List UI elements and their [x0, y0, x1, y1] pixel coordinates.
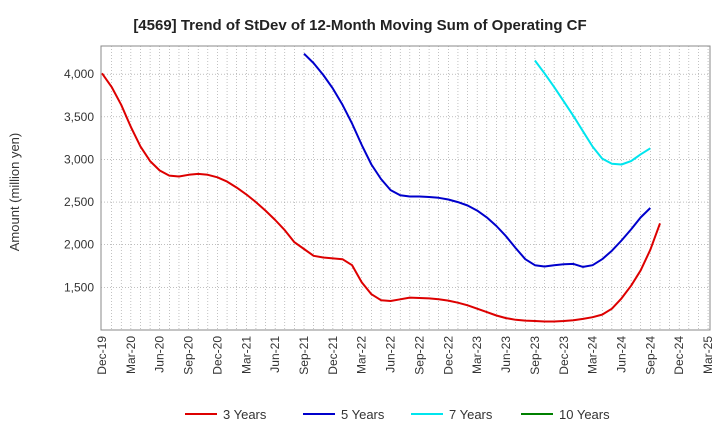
- x-axis-ticks: Dec-19 Mar-20 Jun-20 Sep-20 Dec-20 Mar-21 Jun-…: [95, 336, 715, 375]
- x-tick-label: Dec-23: [557, 336, 571, 375]
- x-tick-label: Dec-19: [95, 336, 109, 375]
- x-tick-label: Mar-22: [355, 336, 369, 374]
- chart-title: [4569] Trend of StDev of 12-Month Moving…: [133, 17, 586, 34]
- y-tick-label: 3,500: [64, 110, 94, 124]
- y-axis-ticks: 1,500 2,000 2,500 3,000 3,500 4,000: [64, 67, 94, 294]
- x-tick-label: Sep-24: [643, 336, 657, 375]
- y-tick-label: 3,000: [64, 152, 94, 166]
- y-axis-label: Amount (million yen): [7, 133, 22, 252]
- series-line-5-years: [303, 52, 651, 268]
- y-tick-label: 2,500: [64, 195, 94, 209]
- x-tick-label: Dec-22: [441, 336, 455, 375]
- x-tick-label: Sep-20: [182, 336, 196, 375]
- x-tick-label: Dec-24: [672, 336, 686, 375]
- x-tick-label: Jun-23: [499, 336, 513, 373]
- series-lines: [101, 52, 661, 323]
- grid-lines: [101, 46, 710, 330]
- series-line-3-years: [101, 72, 661, 323]
- x-tick-label: Sep-23: [528, 336, 542, 375]
- legend-label: 7 Years: [449, 407, 493, 422]
- x-tick-label: Mar-21: [239, 336, 253, 374]
- x-tick-label: Jun-24: [614, 336, 628, 373]
- x-tick-label: Dec-20: [210, 336, 224, 375]
- plot-area: [100, 45, 711, 331]
- legend-label: 3 Years: [223, 407, 267, 422]
- series-line-7-years: [534, 59, 651, 166]
- y-tick-label: 4,000: [64, 67, 94, 81]
- legend-label: 5 Years: [341, 407, 385, 422]
- x-tick-label: Jun-22: [384, 336, 398, 373]
- x-tick-label: Jun-21: [268, 336, 282, 373]
- legend: 3 Years 5 Years 7 Years 10 Years: [185, 407, 610, 422]
- legend-label: 10 Years: [559, 407, 610, 422]
- x-tick-label: Mar-25: [701, 336, 715, 374]
- x-tick-label: Mar-23: [470, 336, 484, 374]
- y-tick-label: 1,500: [64, 280, 94, 294]
- y-tick-label: 2,000: [64, 238, 94, 252]
- x-tick-label: Mar-24: [586, 336, 600, 374]
- x-tick-label: Sep-21: [297, 336, 311, 375]
- x-tick-label: Dec-21: [326, 336, 340, 375]
- x-tick-label: Jun-20: [153, 336, 167, 373]
- x-tick-label: Mar-20: [124, 336, 138, 374]
- x-tick-label: Sep-22: [412, 336, 426, 375]
